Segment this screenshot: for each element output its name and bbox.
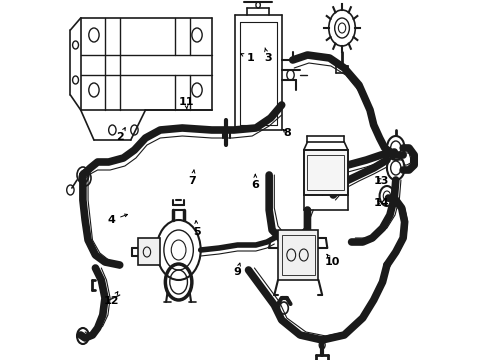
Text: 12: 12 xyxy=(103,292,119,306)
Text: 9: 9 xyxy=(233,263,241,277)
Text: 8: 8 xyxy=(283,128,290,138)
Bar xyxy=(138,238,160,265)
Bar xyxy=(303,150,347,195)
Text: 14: 14 xyxy=(373,198,388,208)
Bar xyxy=(281,235,314,275)
Text: 2: 2 xyxy=(116,128,125,142)
Text: 7: 7 xyxy=(188,170,196,186)
Bar xyxy=(278,230,318,280)
Text: 4: 4 xyxy=(107,214,127,225)
Text: 13: 13 xyxy=(373,176,388,186)
Bar xyxy=(307,155,344,190)
Text: 3: 3 xyxy=(264,48,271,63)
Text: 10: 10 xyxy=(325,254,340,267)
Text: 1: 1 xyxy=(240,53,254,63)
Text: 11: 11 xyxy=(178,96,194,109)
Text: 6: 6 xyxy=(251,175,259,190)
Text: 5: 5 xyxy=(193,221,201,237)
Bar xyxy=(303,150,347,195)
